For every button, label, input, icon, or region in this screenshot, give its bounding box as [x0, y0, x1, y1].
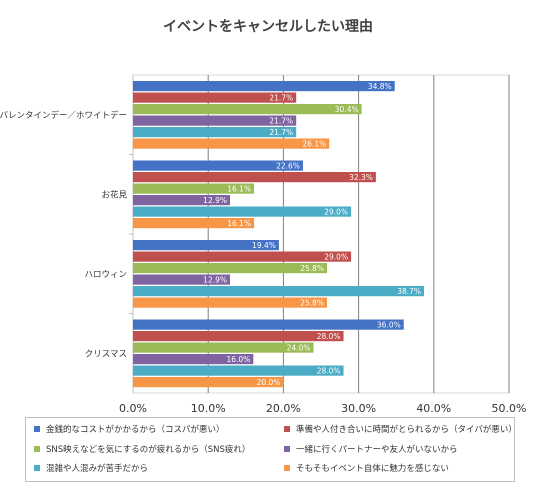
bar	[133, 218, 255, 229]
category-label: ハロウィン	[84, 270, 127, 280]
data-label: 28.0%	[317, 332, 341, 341]
data-label: 16.1%	[227, 219, 251, 228]
x-tick-label: 20.0%	[266, 402, 301, 415]
legend-label: SNS映えなどを気にするのが疲れるから（SNS疲れ）	[46, 445, 251, 455]
category-label: バレンタインデー／ホワイトデー	[0, 110, 127, 121]
bar	[133, 297, 328, 308]
legend-swatch	[284, 426, 290, 432]
x-tick-label: 10.0%	[191, 402, 226, 415]
bar	[133, 342, 314, 353]
legend-item: 混雑や人混みが苦手だから	[34, 462, 148, 474]
legend-label: 金銭的なコストがかかるから（コスパが悪い）	[46, 425, 225, 435]
bar	[133, 206, 352, 217]
data-label: 20.0%	[257, 378, 281, 387]
legend-item: 金銭的なコストがかかるから（コスパが悪い）	[34, 423, 225, 435]
data-label: 28.0%	[317, 367, 341, 376]
data-label: 21.7%	[269, 117, 293, 126]
legend-label: 一緒に行くパートナーや友人がいないから	[296, 445, 458, 455]
x-tick-label: 40.0%	[416, 402, 451, 415]
legend-swatch	[34, 426, 40, 432]
data-label: 12.9%	[203, 276, 227, 285]
legend-swatch	[284, 446, 290, 452]
data-label: 19.4%	[252, 241, 276, 250]
legend-swatch	[34, 465, 40, 471]
data-label: 32.3%	[349, 173, 373, 182]
bar	[133, 251, 352, 262]
bar	[133, 160, 303, 171]
bar	[133, 365, 344, 376]
bar	[133, 354, 254, 365]
data-label: 25.8%	[300, 299, 324, 308]
legend-item: 一緒に行くパートナーや友人がいないから	[284, 443, 458, 455]
data-label: 16.1%	[227, 185, 251, 194]
legend-label: そもそもイベント自体に魅力を感じない	[296, 464, 449, 474]
x-tick-label: 50.0%	[492, 402, 527, 415]
bar	[133, 127, 297, 138]
bar	[133, 195, 231, 206]
legend-item: 準備や人付き合いに時間がとられるから（タイパが悪い）	[284, 423, 517, 435]
legend-item: SNS映えなどを気にするのが疲れるから（SNS疲れ）	[34, 443, 250, 455]
data-label: 29.0%	[324, 253, 348, 262]
bar	[133, 274, 231, 285]
data-label: 12.9%	[203, 196, 227, 205]
x-tick-label: 0.0%	[119, 402, 147, 415]
bar	[133, 240, 279, 251]
bar	[133, 286, 425, 297]
bar	[133, 172, 376, 183]
legend-label: 準備や人付き合いに時間がとられるから（タイパが悪い）	[296, 425, 517, 435]
data-label: 22.6%	[276, 162, 300, 171]
legend-swatch	[34, 446, 40, 452]
data-label: 34.8%	[368, 82, 392, 91]
data-label: 38.7%	[397, 287, 421, 296]
x-tick-label: 30.0%	[341, 402, 376, 415]
data-label: 26.1%	[302, 140, 326, 149]
data-label: 21.7%	[269, 128, 293, 137]
bar	[133, 183, 255, 194]
legend-item: そもそもイベント自体に魅力を感じない	[284, 462, 449, 474]
category-label: お花見	[101, 189, 127, 200]
legend-swatch	[284, 465, 290, 471]
data-label: 36.0%	[377, 321, 401, 330]
bar	[133, 263, 328, 274]
bar	[133, 92, 297, 103]
bar	[133, 104, 362, 115]
data-label: 29.0%	[324, 208, 348, 217]
bar	[133, 331, 344, 342]
chart-title: イベントをキャンセルしたい理由	[163, 19, 373, 35]
bar	[133, 138, 330, 149]
bar	[133, 115, 297, 126]
legend: 金銭的なコストがかかるから（コスパが悪い） 準備や人付き合いに時間がとられるから（…	[25, 417, 517, 482]
category-label: クリスマス	[85, 349, 127, 359]
bar	[133, 81, 395, 92]
data-label: 25.8%	[300, 264, 324, 273]
bar	[133, 319, 404, 330]
data-label: 16.0%	[226, 355, 250, 364]
data-label: 21.7%	[269, 94, 293, 103]
data-label: 24.0%	[287, 344, 311, 353]
legend-label: 混雑や人混みが苦手だから	[46, 464, 149, 474]
data-label: 30.4%	[335, 105, 359, 114]
bar	[133, 377, 284, 388]
